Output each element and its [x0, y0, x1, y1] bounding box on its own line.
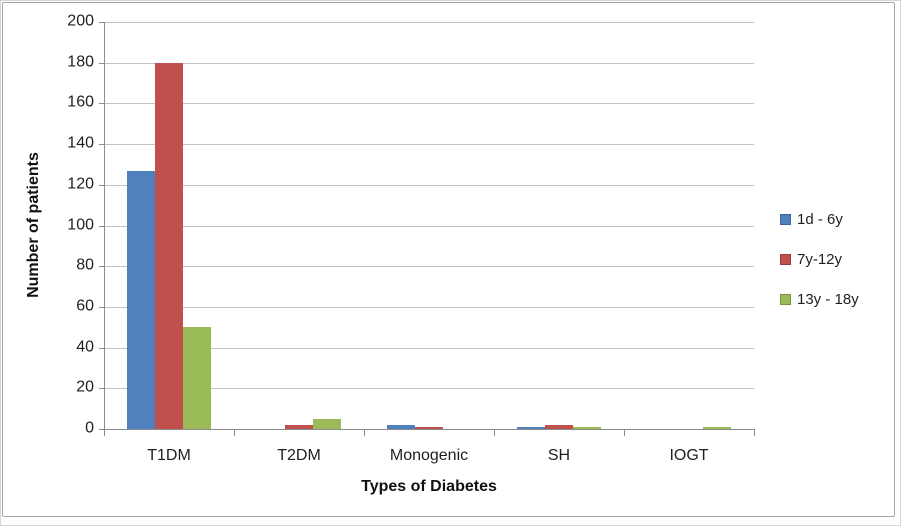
- category-label-T2DM: T2DM: [277, 447, 321, 464]
- legend: 1d - 6y 7y-12y 13y - 18y: [780, 210, 859, 330]
- x-tick-mark-3: [494, 430, 495, 436]
- y-tick-mark-20: [99, 388, 104, 389]
- y-tick-mark-80: [99, 266, 104, 267]
- gridline-100: [104, 226, 754, 227]
- x-tick-mark-5: [754, 430, 755, 436]
- legend-item-1d-6y: 1d - 6y: [780, 210, 859, 228]
- gridline-60: [104, 307, 754, 308]
- gridline-40: [104, 348, 754, 349]
- legend-swatch-1d-6y: [780, 213, 791, 225]
- bar-1d-6y-T1DM: [127, 171, 155, 429]
- y-tick-mark-160: [99, 103, 104, 104]
- bar-7y-12y-Monogenic: [415, 427, 443, 429]
- legend-swatch-7y-12y: [780, 253, 791, 265]
- bar-13y-18y-SH: [573, 427, 601, 429]
- category-label-IOGT: IOGT: [669, 447, 709, 464]
- y-tick-label-160: 160: [67, 93, 94, 111]
- gridline-80: [104, 266, 754, 267]
- x-tick-mark-1: [234, 430, 235, 436]
- y-axis-line: [104, 22, 105, 429]
- y-tick-label-180: 180: [67, 53, 94, 71]
- y-tick-mark-180: [99, 63, 104, 64]
- y-tick-mark-120: [99, 185, 104, 186]
- y-tick-label-40: 40: [76, 338, 94, 356]
- y-tick-label-140: 140: [67, 134, 94, 152]
- legend-label-13y-18y: 13y - 18y: [797, 290, 859, 308]
- gridline-20: [104, 388, 754, 389]
- x-tick-mark-0: [104, 430, 105, 436]
- y-tick-label-100: 100: [67, 216, 94, 234]
- y-tick-label-200: 200: [67, 12, 94, 30]
- category-label-T1DM: T1DM: [147, 447, 191, 464]
- y-tick-mark-100: [99, 226, 104, 227]
- y-tick-mark-140: [99, 144, 104, 145]
- legend-swatch-13y-18y: [780, 293, 791, 305]
- category-label-SH: SH: [547, 447, 571, 464]
- bar-13y-18y-T2DM: [313, 419, 341, 429]
- y-tick-label-120: 120: [67, 175, 94, 193]
- y-tick-mark-40: [99, 348, 104, 349]
- y-axis-title: Number of patients: [25, 152, 42, 298]
- y-tick-label-60: 60: [76, 297, 94, 315]
- bar-7y-12y-T1DM: [155, 63, 183, 429]
- legend-label-1d-6y: 1d - 6y: [797, 210, 843, 228]
- y-tick-mark-60: [99, 307, 104, 308]
- gridline-200: [104, 22, 754, 23]
- x-axis-line: [104, 429, 755, 430]
- y-tick-label-20: 20: [76, 378, 94, 396]
- category-label-Monogenic: Monogenic: [389, 447, 469, 464]
- y-tick-label-80: 80: [76, 256, 94, 274]
- gridline-160: [104, 103, 754, 104]
- gridline-140: [104, 144, 754, 145]
- bar-7y-12y-T2DM: [285, 425, 313, 429]
- gridline-180: [104, 63, 754, 64]
- bar-13y-18y-IOGT: [703, 427, 731, 429]
- legend-item-13y-18y: 13y - 18y: [780, 290, 859, 308]
- gridline-120: [104, 185, 754, 186]
- bar-7y-12y-SH: [545, 425, 573, 429]
- legend-item-7y-12y: 7y-12y: [780, 250, 859, 268]
- bar-13y-18y-T1DM: [183, 327, 211, 429]
- y-tick-mark-0: [99, 429, 104, 430]
- legend-label-7y-12y: 7y-12y: [797, 250, 843, 268]
- x-axis-title: Types of Diabetes: [361, 478, 497, 495]
- y-tick-mark-200: [99, 22, 104, 23]
- x-tick-mark-2: [364, 430, 365, 436]
- bar-1d-6y-SH: [517, 427, 545, 429]
- x-tick-mark-4: [624, 430, 625, 436]
- y-tick-label-0: 0: [85, 419, 94, 437]
- bar-1d-6y-Monogenic: [387, 425, 415, 429]
